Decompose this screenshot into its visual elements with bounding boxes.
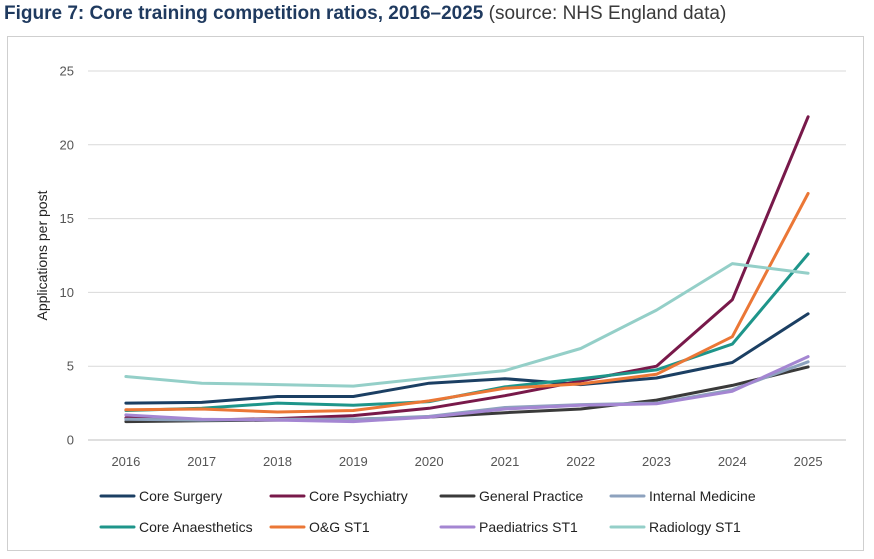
- y-tick-label: 5: [67, 359, 74, 374]
- y-tick-label: 25: [60, 64, 74, 79]
- x-tick-label: 2022: [566, 454, 595, 469]
- x-tick-label: 2016: [111, 454, 140, 469]
- legend-layer: Core Surgery Core Psychiatry General Pract…: [99, 488, 756, 535]
- legend-label-core-anaesthetics: Core Anaesthetics: [139, 519, 253, 535]
- y-tick-label: 20: [60, 137, 74, 152]
- series-layer: [124, 115, 810, 424]
- chart-frame: [7, 36, 864, 551]
- x-tick-label: 2019: [339, 454, 368, 469]
- legend-label-radiology-st1: Radiology ST1: [649, 519, 741, 535]
- x-tick-label: 2017: [187, 454, 216, 469]
- legend-label-paediatrics-st1: Paediatrics ST1: [479, 519, 578, 535]
- series-line-paediatrics-st1: [124, 355, 810, 424]
- x-tick-label: 2023: [642, 454, 671, 469]
- legend-label-oandg-st1: O&G ST1: [309, 519, 370, 535]
- x-tick-label: 2024: [718, 454, 747, 469]
- figure-heading: Figure 7: Core training competition rati…: [4, 3, 726, 25]
- series-line-core-anaesthetics: [124, 252, 810, 412]
- y-tick-label: 10: [60, 285, 74, 300]
- x-tick-label: 2018: [263, 454, 292, 469]
- series-line-oandg-st1: [124, 192, 810, 414]
- y-tick-label: 0: [67, 433, 74, 448]
- series-line-radiology-st1: [124, 262, 810, 388]
- figure-title: Figure 7: Core training competition rati…: [4, 3, 484, 24]
- legend-label-general-practice: General Practice: [479, 488, 583, 504]
- series-line-core-surgery: [124, 312, 810, 405]
- y-axis-label: Applications per post: [34, 190, 50, 320]
- figure-source: (source: NHS England data): [488, 3, 727, 24]
- y-tick-label: 15: [60, 211, 74, 226]
- legend-label-core-psychiatry: Core Psychiatry: [309, 488, 408, 504]
- legend-label-internal-medicine: Internal Medicine: [649, 488, 756, 504]
- x-tick-label: 2021: [490, 454, 519, 469]
- x-tick-label: 2020: [415, 454, 444, 469]
- x-tick-label: 2025: [794, 454, 823, 469]
- legend-label-core-surgery: Core Surgery: [139, 488, 222, 504]
